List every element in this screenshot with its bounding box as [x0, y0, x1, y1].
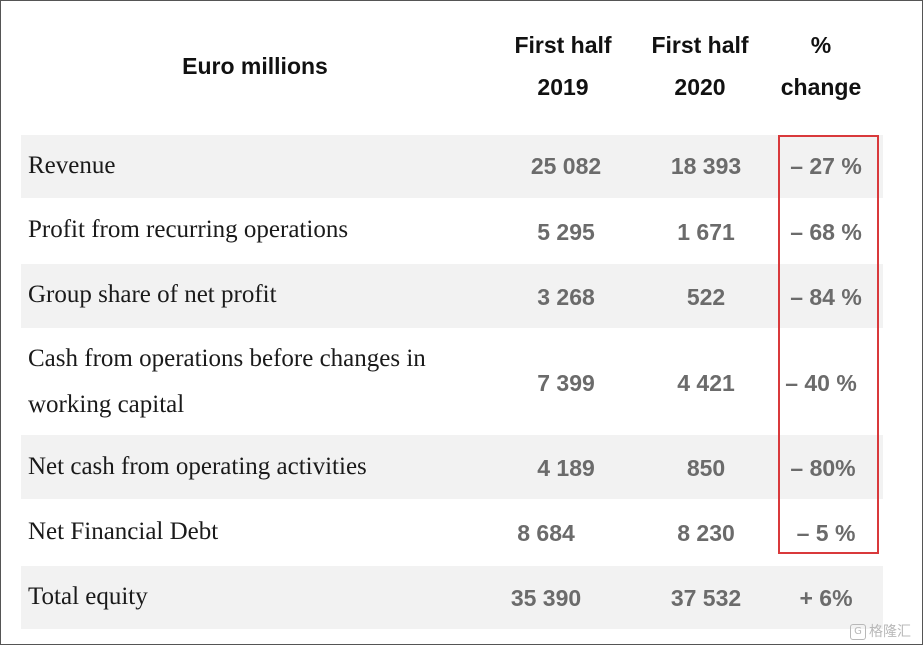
- change-column-highlight-box: [778, 135, 879, 554]
- value-h1-2019: 5 295: [537, 219, 595, 245]
- header-first-half-2020-line1: First half: [651, 32, 749, 58]
- table-row-revenue: Revenue 25 082 18 393 – 27 %: [21, 135, 883, 198]
- header-first-half-2019-line2: 2019: [537, 74, 589, 100]
- value-h1-2019: 3 268: [537, 284, 595, 310]
- value-change: + 6%: [799, 585, 853, 611]
- row-label: Net cash from operating activities: [28, 453, 367, 480]
- row-label-line1: Cash from operations before changes in: [28, 345, 426, 372]
- value-h1-2020: 522: [686, 284, 726, 310]
- watermark-text: 格隆汇: [869, 624, 911, 640]
- watermark: G 格隆汇: [850, 621, 911, 641]
- value-h1-2019: 35 390: [510, 585, 582, 611]
- header-first-half-2020-line2: 2020: [674, 74, 726, 100]
- value-change: – 80%: [790, 455, 856, 481]
- row-label: Group share of net profit: [28, 281, 277, 308]
- value-h1-2019: 8 684: [517, 520, 575, 546]
- header-first-half-2020: First half 2020: [630, 24, 770, 108]
- table-row-group-share-net-profit: Group share of net profit 3 268 522 – 84…: [21, 264, 883, 328]
- table-row-cash-from-operations: Cash from operations before changes in w…: [21, 329, 883, 435]
- value-change: – 40 %: [785, 370, 857, 396]
- header-euro-millions: Euro millions: [182, 53, 328, 79]
- table-row-total-equity: Total equity 35 390 37 532 + 6%: [21, 566, 883, 629]
- value-h1-2019: 25 082: [530, 153, 602, 179]
- table-row-net-cash-operating: Net cash from operating activities 4 189…: [21, 435, 883, 499]
- value-change: – 68 %: [790, 219, 862, 245]
- value-change: – 5 %: [796, 520, 856, 546]
- header-percent-change: % change: [761, 24, 881, 108]
- table-row-profit-recurring: Profit from recurring operations 5 295 1…: [21, 199, 883, 263]
- value-h1-2020: 850: [686, 455, 726, 481]
- value-h1-2019: 7 399: [537, 370, 595, 396]
- value-h1-2019: 4 189: [537, 455, 595, 481]
- value-h1-2020: 4 421: [677, 370, 735, 396]
- table-row-net-financial-debt: Net Financial Debt 8 684 8 230 – 5 %: [21, 500, 883, 564]
- row-label-line2: working capital: [28, 391, 185, 418]
- value-h1-2020: 8 230: [677, 520, 735, 546]
- value-h1-2020: 1 671: [677, 219, 735, 245]
- value-h1-2020: 18 393: [670, 153, 742, 179]
- row-label: Revenue: [28, 152, 116, 179]
- watermark-logo-icon: G: [850, 624, 866, 640]
- row-label: Profit from recurring operations: [28, 216, 349, 243]
- row-label: Total equity: [28, 583, 148, 610]
- header-percent-change-line2: change: [780, 74, 862, 100]
- header-percent-change-line1: %: [810, 32, 832, 58]
- value-h1-2020: 37 532: [670, 585, 742, 611]
- row-label: Net Financial Debt: [28, 518, 219, 545]
- value-change: – 84 %: [790, 284, 862, 310]
- header-first-half-2019-line1: First half: [514, 32, 612, 58]
- header-first-half-2019: First half 2019: [493, 24, 633, 108]
- value-change: – 27 %: [790, 153, 862, 179]
